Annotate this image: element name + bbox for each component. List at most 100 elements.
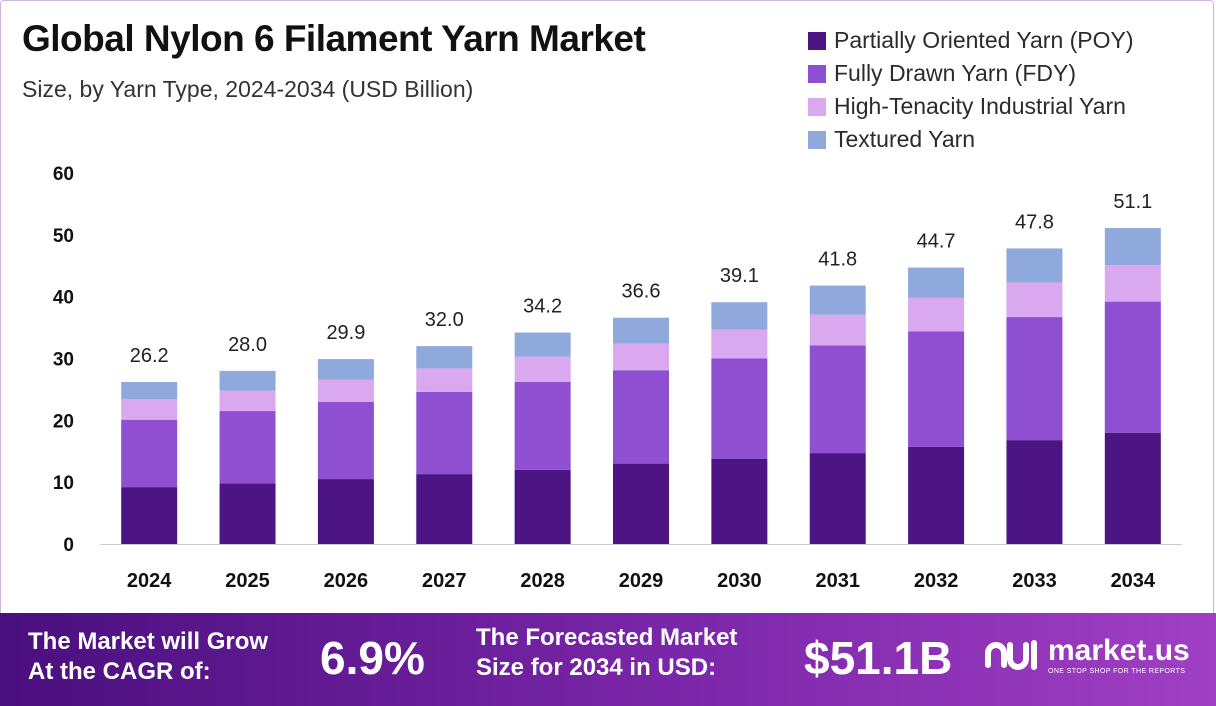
bar-segment-textured bbox=[809, 285, 866, 315]
y-tick-label: 50 bbox=[53, 226, 74, 247]
forecast-label: The Forecasted Market Size for 2034 in U… bbox=[476, 623, 737, 683]
chart-title: Global Nylon 6 Filament Yarn Market bbox=[22, 18, 646, 59]
bar-total-label: 32.0 bbox=[425, 309, 464, 331]
brand-logo: market.us ONE STOP SHOP FOR THE REPORTS bbox=[984, 635, 1190, 675]
bar-segment-textured bbox=[416, 346, 473, 369]
legend-item-industrial: High-Tenacity Industrial Yarn bbox=[808, 90, 1134, 123]
bar-total-label: 29.9 bbox=[326, 322, 365, 344]
legend-label-fdy: Fully Drawn Yarn (FDY) bbox=[834, 60, 1076, 86]
x-tick-label: 2029 bbox=[619, 570, 664, 592]
x-tick-label: 2030 bbox=[717, 570, 762, 592]
y-tick-label: 20 bbox=[53, 411, 74, 432]
legend-swatch-industrial bbox=[808, 97, 826, 116]
bar-segment-poy bbox=[121, 487, 178, 544]
bar-segment-poy bbox=[908, 446, 965, 544]
legend-label-poy: Partially Oriented Yarn (POY) bbox=[834, 27, 1134, 53]
chart-subtitle: Size, by Yarn Type, 2024-2034 (USD Billi… bbox=[22, 76, 474, 102]
bar-segment-industrial bbox=[711, 329, 768, 359]
bar-total-label: 51.1 bbox=[1113, 191, 1152, 213]
bar-segment-fdy bbox=[613, 370, 669, 464]
bar-segment-industrial bbox=[809, 314, 866, 346]
bar-total-label: 26.2 bbox=[130, 345, 169, 367]
bar-segment-textured bbox=[613, 317, 669, 344]
bar-segment-fdy bbox=[809, 345, 866, 454]
bar-segment-fdy bbox=[219, 411, 276, 484]
bar-segment-poy bbox=[1006, 440, 1063, 544]
forecast-value: $51.1B bbox=[804, 632, 953, 684]
brand-name: market.us bbox=[1048, 633, 1190, 667]
x-tick-label: 2027 bbox=[422, 570, 467, 592]
y-tick-label: 60 bbox=[53, 164, 74, 185]
bar-segment-industrial bbox=[514, 356, 571, 382]
x-tick-label: 2028 bbox=[520, 570, 565, 592]
bar-segment-poy bbox=[514, 469, 571, 544]
cagr-label-line2: At the CAGR of: bbox=[28, 658, 211, 685]
legend-swatch-fdy bbox=[808, 64, 826, 83]
legend-item-fdy: Fully Drawn Yarn (FDY) bbox=[808, 57, 1134, 90]
bar-segment-textured bbox=[121, 381, 178, 400]
bar-segment-fdy bbox=[1006, 317, 1063, 441]
bar-segment-poy bbox=[809, 453, 866, 544]
bar-segment-industrial bbox=[613, 343, 669, 371]
x-tick-label: 2031 bbox=[815, 570, 860, 592]
bar-segment-industrial bbox=[121, 399, 178, 420]
bar-total-label: 44.7 bbox=[917, 231, 956, 253]
bar-segment-textured bbox=[908, 267, 965, 298]
x-tick-label: 2032 bbox=[914, 570, 959, 592]
bar-segment-poy bbox=[711, 458, 768, 544]
bar-segment-fdy bbox=[121, 419, 178, 488]
legend: Partially Oriented Yarn (POY) Fully Draw… bbox=[808, 24, 1134, 156]
legend-swatch-poy bbox=[808, 31, 826, 50]
bar-segment-textured bbox=[1006, 248, 1063, 283]
bar-segment-fdy bbox=[908, 331, 965, 447]
brand-tagline: ONE STOP SHOP FOR THE REPORTS bbox=[1048, 667, 1186, 675]
forecast-label-line1: The Forecasted Market bbox=[476, 624, 738, 651]
y-tick-label: 40 bbox=[53, 288, 74, 309]
legend-swatch-textured bbox=[808, 130, 826, 149]
legend-label-textured: Textured Yarn bbox=[834, 126, 976, 152]
legend-item-textured: Textured Yarn bbox=[808, 123, 1134, 156]
bar-segment-poy bbox=[613, 463, 669, 544]
bar-segment-textured bbox=[317, 359, 374, 380]
bar-segment-poy bbox=[317, 479, 374, 544]
bar-segment-fdy bbox=[514, 381, 571, 470]
x-tick-label: 2034 bbox=[1111, 570, 1156, 592]
forecast-label-line2: Size for 2034 in USD: bbox=[476, 654, 717, 681]
bar-segment-poy bbox=[416, 474, 473, 544]
bar-segment-fdy bbox=[1104, 301, 1161, 433]
market-us-logo-icon bbox=[985, 640, 1037, 670]
bar-segment-industrial bbox=[908, 297, 965, 332]
footer-banner: The Market will Grow At the CAGR of: 6.9… bbox=[0, 613, 1216, 706]
legend-item-poy: Partially Oriented Yarn (POY) bbox=[808, 24, 1134, 57]
bar-segment-industrial bbox=[416, 368, 473, 392]
bar-segment-industrial bbox=[219, 390, 276, 412]
bar-segment-textured bbox=[711, 302, 768, 330]
bar-segment-industrial bbox=[317, 379, 374, 402]
x-tick-label: 2025 bbox=[225, 570, 270, 592]
cagr-label: The Market will Grow At the CAGR of: bbox=[28, 627, 268, 687]
bar-segment-textured bbox=[514, 332, 571, 357]
y-tick-label: 0 bbox=[63, 535, 74, 556]
legend-label-industrial: High-Tenacity Industrial Yarn bbox=[834, 93, 1126, 119]
cagr-value: 6.9% bbox=[320, 632, 425, 684]
x-tick-label: 2026 bbox=[324, 570, 369, 592]
bar-total-label: 39.1 bbox=[720, 265, 759, 287]
y-tick-label: 10 bbox=[53, 473, 74, 494]
bar-segment-fdy bbox=[416, 391, 473, 475]
x-tick-label: 2033 bbox=[1012, 570, 1057, 592]
bar-chart: 010203040506026.2202428.0202529.9202632.… bbox=[53, 164, 1182, 592]
bar-segment-industrial bbox=[1104, 265, 1161, 302]
bar-segment-fdy bbox=[317, 401, 374, 480]
bar-segment-textured bbox=[219, 370, 276, 391]
bar-total-label: 47.8 bbox=[1015, 211, 1054, 233]
cagr-label-line1: The Market will Grow bbox=[28, 628, 269, 655]
bar-total-label: 28.0 bbox=[228, 334, 267, 356]
bar-segment-poy bbox=[1104, 432, 1161, 544]
y-tick-label: 30 bbox=[53, 350, 74, 371]
bar-total-label: 36.6 bbox=[622, 281, 661, 303]
bar-segment-textured bbox=[1104, 228, 1161, 266]
bar-segment-poy bbox=[219, 483, 276, 544]
x-tick-label: 2024 bbox=[127, 570, 172, 592]
bar-segment-industrial bbox=[1006, 282, 1063, 318]
bar-total-label: 34.2 bbox=[523, 296, 562, 318]
